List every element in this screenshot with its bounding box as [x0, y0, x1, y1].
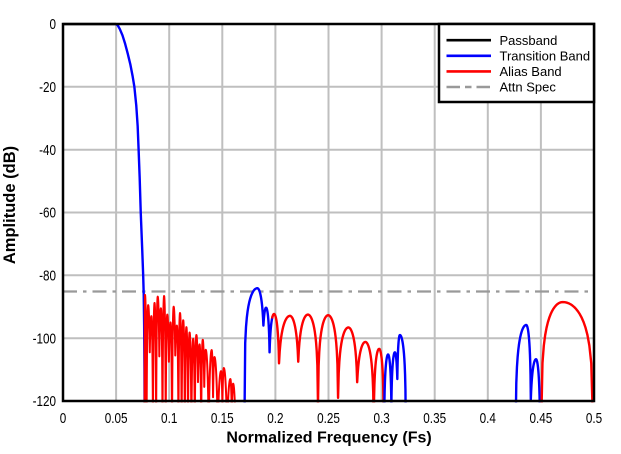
- svg-text:0.1: 0.1: [161, 410, 177, 427]
- svg-text:-100: -100: [33, 330, 56, 347]
- svg-text:0.5: 0.5: [586, 410, 602, 427]
- svg-text:0.05: 0.05: [105, 410, 128, 427]
- svg-text:0.4: 0.4: [480, 410, 496, 427]
- svg-text:-40: -40: [39, 142, 56, 159]
- svg-text:0: 0: [60, 410, 67, 427]
- svg-text:0.35: 0.35: [423, 410, 446, 427]
- svg-text:-120: -120: [33, 393, 56, 410]
- svg-text:0.2: 0.2: [267, 410, 283, 427]
- svg-text:Alias Band: Alias Band: [500, 64, 562, 79]
- svg-text:0.3: 0.3: [373, 410, 389, 427]
- svg-text:Amplitude (dB): Amplitude (dB): [1, 146, 19, 264]
- svg-text:0: 0: [50, 16, 57, 33]
- svg-text:-20: -20: [39, 79, 56, 96]
- svg-text:-60: -60: [39, 205, 56, 222]
- svg-text:0.15: 0.15: [211, 410, 234, 427]
- svg-text:0.25: 0.25: [317, 410, 340, 427]
- svg-text:Passband: Passband: [500, 33, 558, 48]
- svg-text:Transition Band: Transition Band: [500, 48, 591, 63]
- svg-text:Attn Spec: Attn Spec: [500, 80, 557, 95]
- svg-text:Normalized Frequency (Fs): Normalized Frequency (Fs): [226, 430, 431, 447]
- svg-text:-80: -80: [39, 268, 56, 285]
- svg-text:0.45: 0.45: [530, 410, 553, 427]
